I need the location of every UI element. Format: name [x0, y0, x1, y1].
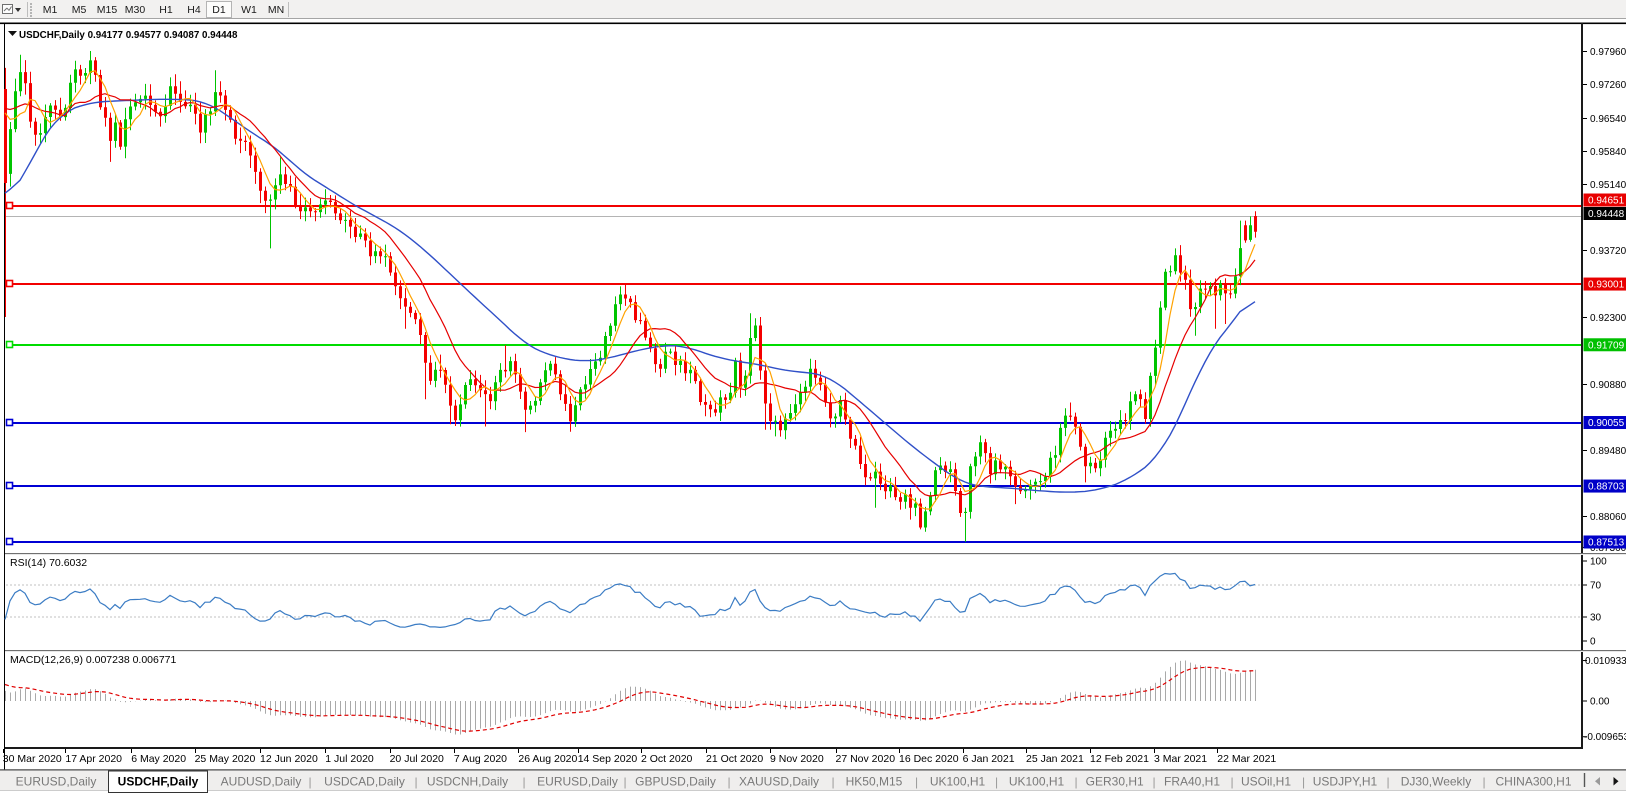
- svg-text:12 Feb 2021: 12 Feb 2021: [1090, 753, 1149, 765]
- svg-text:25 May 2020: 25 May 2020: [195, 753, 256, 765]
- svg-text:DJ30,Weekly: DJ30,Weekly: [1401, 775, 1471, 789]
- svg-text:17 Apr 2020: 17 Apr 2020: [65, 753, 122, 765]
- svg-text:|: |: [1302, 775, 1305, 789]
- svg-text:M30: M30: [125, 4, 146, 16]
- svg-text:0.93001: 0.93001: [1588, 280, 1625, 291]
- svg-text:0.91709: 0.91709: [1588, 340, 1625, 351]
- svg-text:0.92300: 0.92300: [1590, 313, 1626, 324]
- svg-text:0: 0: [1590, 637, 1596, 648]
- svg-text:0.94651: 0.94651: [1588, 196, 1625, 207]
- svg-text:-0.009653: -0.009653: [1584, 732, 1626, 743]
- svg-text:USDJPY,H1: USDJPY,H1: [1313, 775, 1378, 789]
- svg-text:USDCAD,Daily: USDCAD,Daily: [324, 775, 405, 789]
- svg-text:26 Aug 2020: 26 Aug 2020: [518, 753, 577, 765]
- svg-text:EURUSD,Daily: EURUSD,Daily: [16, 775, 97, 789]
- svg-text:|: |: [623, 775, 626, 789]
- svg-text:USDCHF,Daily: USDCHF,Daily: [118, 775, 199, 789]
- svg-text:0.96540: 0.96540: [1590, 114, 1626, 125]
- svg-text:0.95140: 0.95140: [1590, 180, 1626, 191]
- svg-text:|: |: [831, 775, 834, 789]
- svg-text:|: |: [1074, 775, 1077, 789]
- svg-text:|: |: [1230, 775, 1233, 789]
- svg-text:H1: H1: [159, 4, 173, 16]
- svg-text:0.87513: 0.87513: [1588, 537, 1625, 548]
- svg-text:M15: M15: [97, 4, 118, 16]
- svg-text:0.93720: 0.93720: [1590, 246, 1626, 257]
- svg-text:21 Oct 2020: 21 Oct 2020: [706, 753, 763, 765]
- svg-text:D1: D1: [212, 4, 226, 16]
- svg-text:0.89480: 0.89480: [1590, 446, 1626, 457]
- svg-text:USOil,H1: USOil,H1: [1241, 775, 1291, 789]
- svg-text:0.010933: 0.010933: [1585, 656, 1626, 667]
- svg-text:M5: M5: [72, 4, 87, 16]
- svg-text:EURUSD,Daily: EURUSD,Daily: [537, 775, 618, 789]
- svg-text:0.88060: 0.88060: [1590, 512, 1626, 523]
- svg-text:H4: H4: [187, 4, 201, 16]
- svg-text:30 Mar 2020: 30 Mar 2020: [3, 753, 62, 765]
- svg-text:22 Mar 2021: 22 Mar 2021: [1217, 753, 1276, 765]
- svg-text:|: |: [915, 775, 918, 789]
- svg-text:AUDUSD,Daily: AUDUSD,Daily: [221, 775, 302, 789]
- svg-text:27 Nov 2020: 27 Nov 2020: [836, 753, 896, 765]
- svg-text:|: |: [414, 775, 417, 789]
- svg-text:|: |: [522, 775, 525, 789]
- svg-text:0.90055: 0.90055: [1588, 418, 1625, 429]
- svg-text:0.95840: 0.95840: [1590, 147, 1626, 158]
- svg-text:CHINA300,H1: CHINA300,H1: [1495, 775, 1571, 789]
- svg-text:6 May 2020: 6 May 2020: [131, 753, 186, 765]
- svg-text:9 Nov 2020: 9 Nov 2020: [770, 753, 824, 765]
- svg-text:1 Jul 2020: 1 Jul 2020: [325, 753, 374, 765]
- svg-text:30: 30: [1590, 613, 1602, 624]
- svg-text:7 Aug 2020: 7 Aug 2020: [454, 753, 507, 765]
- svg-text:FRA40,H1: FRA40,H1: [1164, 775, 1220, 789]
- svg-text:USDCHF,Daily 0.94177 0.94577: USDCHF,Daily 0.94177 0.94577 0.94087 0.9…: [19, 30, 238, 41]
- svg-text:GER30,H1: GER30,H1: [1086, 775, 1144, 789]
- svg-text:0.94448: 0.94448: [1588, 209, 1625, 220]
- svg-text:0.00: 0.00: [1590, 697, 1610, 708]
- svg-text:100: 100: [1590, 557, 1607, 568]
- svg-text:|: |: [995, 775, 998, 789]
- svg-text:USDCNH,Daily: USDCNH,Daily: [427, 775, 508, 789]
- svg-text:W1: W1: [241, 4, 257, 16]
- svg-text:0.97260: 0.97260: [1590, 80, 1626, 91]
- svg-text:70: 70: [1590, 581, 1602, 592]
- svg-text:3 Mar 2021: 3 Mar 2021: [1154, 753, 1207, 765]
- svg-text:25 Jan 2021: 25 Jan 2021: [1026, 753, 1084, 765]
- svg-text:M1: M1: [43, 4, 58, 16]
- svg-text:|: |: [308, 775, 311, 789]
- svg-text:20 Jul 2020: 20 Jul 2020: [390, 753, 444, 765]
- svg-text:16 Dec 2020: 16 Dec 2020: [899, 753, 959, 765]
- svg-text:|: |: [727, 775, 730, 789]
- svg-text:6 Jan 2021: 6 Jan 2021: [963, 753, 1015, 765]
- svg-text:RSI(14) 70.6032: RSI(14) 70.6032: [10, 557, 87, 569]
- svg-text:UK100,H1: UK100,H1: [930, 775, 986, 789]
- svg-text:0.97960: 0.97960: [1590, 47, 1626, 58]
- svg-text:14 Sep 2020: 14 Sep 2020: [578, 753, 638, 765]
- svg-text:XAUUSD,Daily: XAUUSD,Daily: [739, 775, 819, 789]
- svg-text:12 Jun 2020: 12 Jun 2020: [260, 753, 318, 765]
- svg-text:|: |: [1386, 775, 1389, 789]
- svg-text:0.88703: 0.88703: [1588, 482, 1625, 493]
- svg-text:MN: MN: [268, 4, 284, 16]
- svg-text:GBPUSD,Daily: GBPUSD,Daily: [635, 775, 716, 789]
- svg-text:MACD(12,26,9) 0.007238 0.00677: MACD(12,26,9) 0.007238 0.006771: [10, 654, 177, 666]
- svg-text:2 Oct 2020: 2 Oct 2020: [641, 753, 693, 765]
- svg-text:|: |: [1152, 775, 1155, 789]
- svg-text:UK100,H1: UK100,H1: [1009, 775, 1065, 789]
- svg-text:0.87360: 0.87360: [1590, 543, 1626, 554]
- svg-text:0.90880: 0.90880: [1590, 380, 1626, 391]
- svg-text:|: |: [1482, 775, 1485, 789]
- svg-text:HK50,M15: HK50,M15: [846, 775, 903, 789]
